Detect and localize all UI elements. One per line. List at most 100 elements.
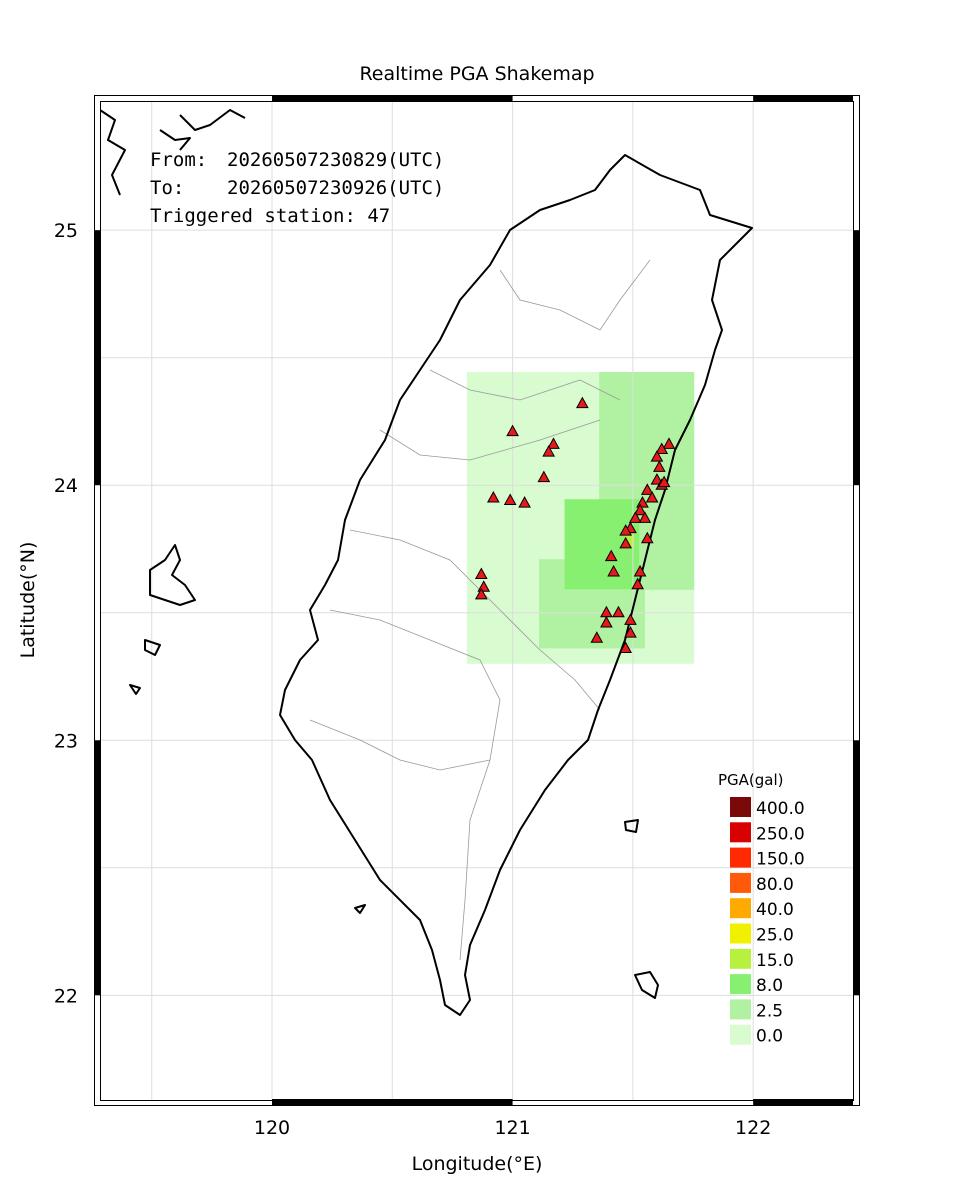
frame-bar [272, 1099, 513, 1105]
station-marker [631, 577, 645, 590]
green-island-coast [624, 819, 639, 833]
frame-bar [753, 95, 853, 101]
frame-bar [853, 230, 859, 486]
legend-label: 15.0 [756, 951, 794, 971]
boundary [429, 369, 621, 401]
station-marker [542, 445, 556, 457]
station-marker [600, 615, 613, 628]
pga-zones [466, 371, 695, 664]
station-marker [640, 483, 654, 495]
to-label: To: [150, 177, 184, 199]
legend-label: 250.0 [756, 824, 805, 844]
legend-label: 80.0 [756, 875, 794, 895]
station-marker [604, 549, 618, 562]
station-marker [486, 490, 500, 503]
frame-bar [753, 1099, 853, 1105]
island-coast [354, 904, 366, 914]
from-value: 20260507230829(UTC) [227, 149, 444, 171]
station-marker [645, 490, 659, 503]
station-marker [624, 613, 637, 625]
station-marker [650, 473, 664, 485]
station-marker [650, 450, 664, 462]
station-marker [474, 587, 488, 600]
stations [474, 396, 676, 653]
legend-swatch [730, 797, 751, 817]
station-marker [624, 626, 637, 638]
to-value: 20260507230926(UTC) [227, 177, 444, 199]
station-marker [638, 511, 652, 523]
legend-swatch [730, 923, 751, 944]
station-marker [537, 470, 551, 483]
boundary [329, 609, 501, 961]
x-tick-label: 121 [494, 1117, 530, 1139]
station-marker [652, 460, 666, 472]
legend-label: 25.0 [756, 926, 794, 946]
station-marker [576, 396, 589, 409]
county-boundaries [309, 259, 651, 961]
frame-bar [94, 230, 100, 486]
station-marker [657, 475, 671, 488]
legend-swatch [730, 822, 751, 843]
x-tick-label: 120 [254, 1117, 290, 1139]
station-marker [607, 564, 620, 577]
station-marker [633, 503, 647, 516]
taiwan-coast [279, 154, 753, 1016]
legend-label: 150.0 [756, 850, 805, 870]
frame-bar [94, 740, 100, 996]
station-marker [612, 605, 625, 618]
station-marker [503, 493, 517, 506]
station-marker [619, 641, 632, 653]
station-marker [662, 437, 676, 449]
station-marker [547, 437, 560, 449]
legend-swatch [730, 847, 751, 868]
lanyu-coast [634, 971, 659, 999]
station-marker [474, 567, 488, 579]
x-tick-label: 122 [735, 1117, 771, 1139]
boundary [309, 719, 491, 771]
station-marker [590, 631, 604, 643]
station-marker [619, 524, 632, 536]
station-marker [640, 531, 654, 544]
station-marker [619, 536, 632, 549]
legend-swatch [730, 898, 751, 919]
y-axis-label: Latitude(°N) [17, 542, 39, 659]
legend-label: 40.0 [756, 900, 794, 920]
legend: PGA(gal) 400.0 250.0 150.0 80.0 40.0 25.0 15.0… [718, 771, 805, 1047]
pga-zone [624, 533, 635, 549]
station-marker [628, 511, 642, 523]
from-label: From: [150, 149, 207, 171]
legend-swatch [730, 872, 751, 893]
y-tick-label: 22 [54, 985, 78, 1007]
island-coast [129, 684, 141, 695]
boundary [349, 529, 601, 711]
frame-bar [853, 740, 859, 996]
island-coast [144, 639, 161, 656]
legend-swatch [730, 999, 751, 1020]
y-tick-label: 23 [54, 730, 78, 752]
legend-label: 400.0 [756, 799, 805, 819]
coastline [100, 109, 753, 1016]
y-tick-label: 25 [54, 220, 78, 242]
map-frame [94, 95, 860, 1106]
boundary [499, 259, 651, 331]
map-title: Realtime PGA Shakemap [359, 63, 594, 85]
triggered-count: Triggered station: 47 [150, 205, 390, 227]
penghu-coast [149, 544, 196, 606]
station-marker [633, 564, 647, 577]
frame-bar [272, 95, 513, 101]
legend-title: PGA(gal) [718, 771, 784, 789]
boundary [379, 419, 601, 461]
station-marker [506, 424, 519, 437]
grid [100, 101, 853, 1100]
legend-label: 8.0 [756, 976, 783, 996]
mainland-coast [100, 109, 246, 196]
station-marker [655, 442, 669, 455]
legend-swatch [730, 1024, 751, 1045]
y-tick-label: 24 [54, 475, 78, 497]
x-axis-label: Longitude(°E) [412, 1153, 543, 1175]
station-marker [518, 496, 531, 508]
legend-swatch [730, 948, 751, 969]
legend-label: 2.5 [756, 1001, 783, 1021]
